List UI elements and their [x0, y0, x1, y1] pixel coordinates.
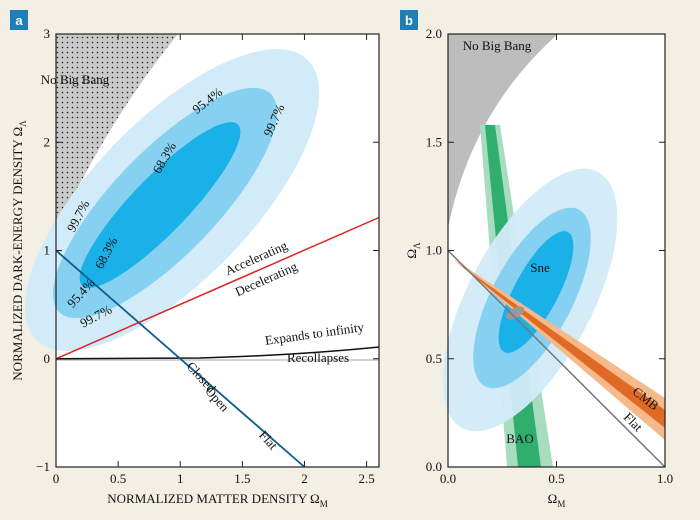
y-axis-label: ΩΛ: [404, 242, 422, 259]
y-tick-label: 2: [44, 134, 51, 149]
y-tick-label: 0.0: [426, 459, 442, 474]
y-axis-label-sub: Λ: [18, 120, 28, 127]
overlap: [505, 306, 525, 320]
sne-683: [498, 231, 574, 353]
panel-a-shapes: [24, 34, 380, 468]
annotation: Sne: [530, 260, 550, 275]
y-tick-label: 2.0: [426, 26, 442, 41]
x-tick-label: 2: [301, 471, 308, 486]
x-axis-label-text: Ω: [548, 491, 558, 506]
y-tick-label: 1.0: [426, 243, 442, 258]
y-tick-label: 1.5: [426, 134, 442, 149]
flat-line: [55, 249, 306, 468]
x-tick-label: 0: [53, 471, 60, 486]
y-tick-label: −1: [36, 459, 50, 474]
annotation: Recollapses: [287, 350, 349, 365]
annotation: No Big Bang: [463, 38, 532, 53]
panel-label-box: [400, 10, 418, 30]
contour-683: [79, 122, 241, 288]
annotation: No Big Bang: [41, 72, 110, 87]
x-axis-label-sub: M: [320, 499, 328, 509]
x-axis-label: ΩM: [548, 491, 566, 509]
x-axis-label: NORMALIZED MATTER DENSITY ΩM: [107, 491, 327, 509]
y-tick-label: 0: [44, 351, 51, 366]
annotation: BAO: [506, 431, 533, 446]
panel-label: a: [15, 13, 23, 28]
x-tick-label: 0.5: [548, 471, 564, 486]
no-big-bang-region: [56, 34, 178, 232]
x-tick-label: 0.5: [110, 471, 126, 486]
y-axis-label: NORMALIZED DARK-ENERGY DENSITY ΩΛ: [10, 120, 28, 381]
y-axis-label-text: Ω: [404, 249, 419, 259]
expansion-line: [55, 346, 380, 360]
x-tick-label: 0.0: [440, 471, 456, 486]
cmb-inner: [456, 262, 665, 428]
y-tick-label: 3: [44, 26, 51, 41]
cmb-outer: [452, 258, 665, 440]
flat-line: [447, 249, 666, 468]
panel-label: b: [405, 13, 413, 28]
y-tick-label: 0.5: [426, 351, 442, 366]
x-tick-label: 2.5: [358, 471, 374, 486]
y-tick-label: 1: [44, 243, 51, 258]
panel-label-box: [10, 10, 28, 30]
y-axis-label-text: NORMALIZED DARK-ENERGY DENSITY Ω: [10, 127, 25, 381]
x-tick-label: 1: [177, 471, 184, 486]
x-tick-label: 1.0: [657, 471, 673, 486]
y-axis-label-sub: Λ: [412, 242, 422, 249]
panel-b-shapes: [442, 34, 666, 468]
x-axis-label-sub: M: [557, 499, 565, 509]
x-tick-label: 1.5: [234, 471, 250, 486]
x-axis-label-text: NORMALIZED MATTER DENSITY Ω: [107, 491, 319, 506]
no-big-bang-region: [448, 34, 558, 228]
accel-line: [55, 216, 380, 360]
